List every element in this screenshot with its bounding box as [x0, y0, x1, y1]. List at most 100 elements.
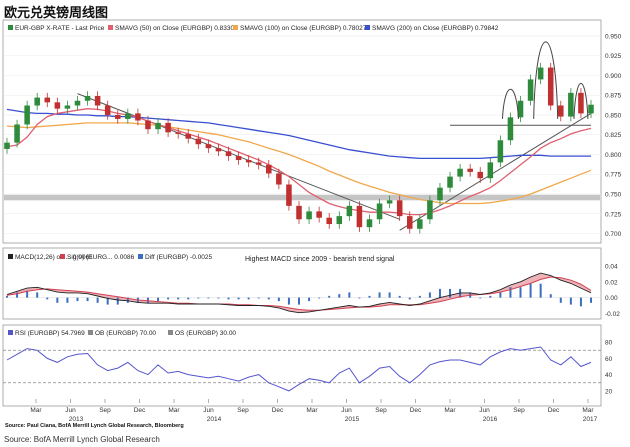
macd-diff-bar-56 [569, 297, 572, 305]
macd-diff-bar-20 [207, 297, 210, 299]
macd-diff-bar-53 [539, 283, 542, 298]
x-tick-label-10: Sep [375, 407, 387, 414]
x-tick-label-5: Jun [203, 407, 214, 414]
rsi-legend-label-1: OB (EURGBP) 70.00 [95, 330, 156, 337]
macd-panel [3, 272, 601, 314]
macd-diff-bar-37 [378, 292, 381, 298]
macd-diff-bar-24 [247, 297, 250, 300]
macd-tick-label-2: 0.00 [605, 295, 618, 302]
macd-diff-bar-57 [579, 297, 582, 307]
year-label-2: 2015 [345, 416, 360, 423]
x-tick-label-9: Jun [341, 407, 352, 414]
left-shoulder-arc [501, 88, 519, 119]
x-tick-label-7: Dec [272, 407, 284, 414]
main-legend-label-1: SMAVG (50) on Close (EURGBP) 0.83301 [115, 25, 238, 32]
macd-diff-bar-27 [277, 297, 280, 302]
main-legend-swatch-3 [365, 25, 370, 30]
candle-17 [175, 132, 181, 134]
candle-6 [64, 105, 71, 109]
inner-source-text: Source: Paul Ciana, BofA Merrill Lynch G… [5, 423, 184, 429]
candle-31 [316, 211, 322, 218]
head-arc [533, 41, 559, 119]
x-tick-label-13: Jun [479, 407, 490, 414]
macd-diff-bar-38 [388, 292, 391, 298]
candle-55 [558, 105, 564, 117]
macd-diff-bar-58 [590, 297, 592, 303]
year-label-4: 2017 [583, 416, 598, 423]
rsi-legend-label-2: OS (EURGBP) 30.00 [175, 330, 236, 337]
x-tick-label-2: Sep [99, 407, 111, 414]
candle-48 [487, 162, 494, 179]
x-tick-label-3: Dec [134, 407, 146, 414]
main-legend-label-0: EUR-GBP X-RATE - Last Price [15, 25, 105, 32]
price-tick-label-1: 0.925 [605, 53, 622, 60]
price-tick-label-8: 0.750 [605, 192, 622, 199]
candle-50 [507, 117, 514, 141]
macd-diff-bar-12 [126, 297, 129, 303]
candle-23 [235, 156, 242, 161]
x-tick-label-1: Jun [65, 407, 76, 414]
macd-diff-bar-17 [177, 297, 180, 300]
macd-diff-bar-33 [338, 294, 341, 298]
macd-diff-bar-9 [96, 297, 99, 303]
main-legend: EUR-GBP X-RATE - Last Price SMAVG (50) on… [8, 25, 499, 32]
candle-22 [225, 151, 232, 157]
rsi-legend-label-0: RSI (EURGBP) 54.7969 [15, 330, 85, 337]
candle-27 [276, 173, 282, 185]
macd-diff-bar-4 [46, 297, 49, 300]
panel-frames [2, 19, 602, 407]
macd-legend-swatch-1 [60, 254, 65, 259]
x-tick-label-11: Dec [410, 407, 422, 414]
candle-40 [406, 216, 413, 229]
rsi-panel [3, 346, 601, 392]
main-legend-label-2: SMAVG (100) on Close (EURGBP) 0.78027 [240, 25, 367, 32]
macd-diff-bar-50 [509, 287, 512, 298]
candle-18 [185, 133, 192, 139]
macd-diff-bar-23 [237, 297, 240, 300]
candle-53 [537, 67, 544, 80]
macd-diff-bar-41 [418, 295, 421, 298]
price-tick-label-0: 0.950 [605, 33, 622, 40]
rsi-line [6, 346, 592, 392]
rsi-legend-swatch-2 [168, 330, 173, 335]
macd-legend-label-0: MACD(12,26) on ... 0.0061 [15, 254, 93, 261]
macd-diff-bar-39 [398, 295, 401, 298]
price-tick-label-4: 0.850 [605, 112, 622, 119]
macd-line [6, 272, 592, 314]
candle-3 [34, 97, 40, 106]
candle-36 [366, 219, 373, 228]
candle-8 [84, 96, 91, 101]
macd-diff-bar-29 [298, 297, 300, 305]
candle-15 [155, 122, 161, 130]
panel-frame-2 [2, 324, 602, 407]
x-tick-label-8: Mar [306, 407, 318, 414]
year-label-1: 2014 [207, 416, 222, 423]
macd-diff-bar-22 [227, 297, 230, 300]
candle-26 [266, 164, 272, 174]
candle-39 [396, 200, 403, 217]
main-legend-swatch-0 [8, 25, 13, 30]
macd-annotation: Highest MACD since 2009 - bearish trend … [245, 256, 395, 263]
axes: 0.950 0.925 0.900 0.875 0.850 0.825 0.800 0.775… [30, 33, 621, 423]
macd-diff-bar-42 [428, 292, 431, 298]
macd-diff-bar-43 [438, 288, 441, 298]
macd-diff-bar-54 [549, 294, 552, 298]
candle-33 [336, 216, 343, 225]
macd-diff-bar-19 [197, 297, 200, 299]
main-legend-label-3: SMAVG (200) on Close (EURGBP) 0.79842 [372, 25, 499, 32]
macd-diff-bar-15 [157, 297, 160, 302]
candle-42 [427, 200, 433, 220]
price-tick-label-9: 0.725 [605, 211, 622, 218]
macd-diff-bar-30 [308, 297, 311, 302]
support-band [4, 194, 600, 201]
candle-35 [356, 205, 363, 228]
macd-diff-bar-1 [16, 292, 19, 298]
rsi-legend: RSI (EURGBP) 54.7969 OB (EURGBP) 70.00 OS … [8, 330, 236, 337]
price-tick-label-7: 0.775 [605, 172, 622, 179]
candle-12 [125, 113, 131, 119]
right-shoulder-arc [573, 83, 589, 119]
candle-43 [437, 187, 443, 201]
rsi-tick-label-1: 60 [605, 356, 613, 363]
